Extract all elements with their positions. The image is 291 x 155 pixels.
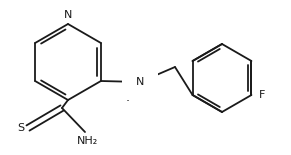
Text: N: N xyxy=(64,10,72,20)
Text: N: N xyxy=(136,77,144,87)
Text: NH₂: NH₂ xyxy=(76,136,97,146)
Text: F: F xyxy=(258,90,265,100)
Text: S: S xyxy=(17,123,24,133)
